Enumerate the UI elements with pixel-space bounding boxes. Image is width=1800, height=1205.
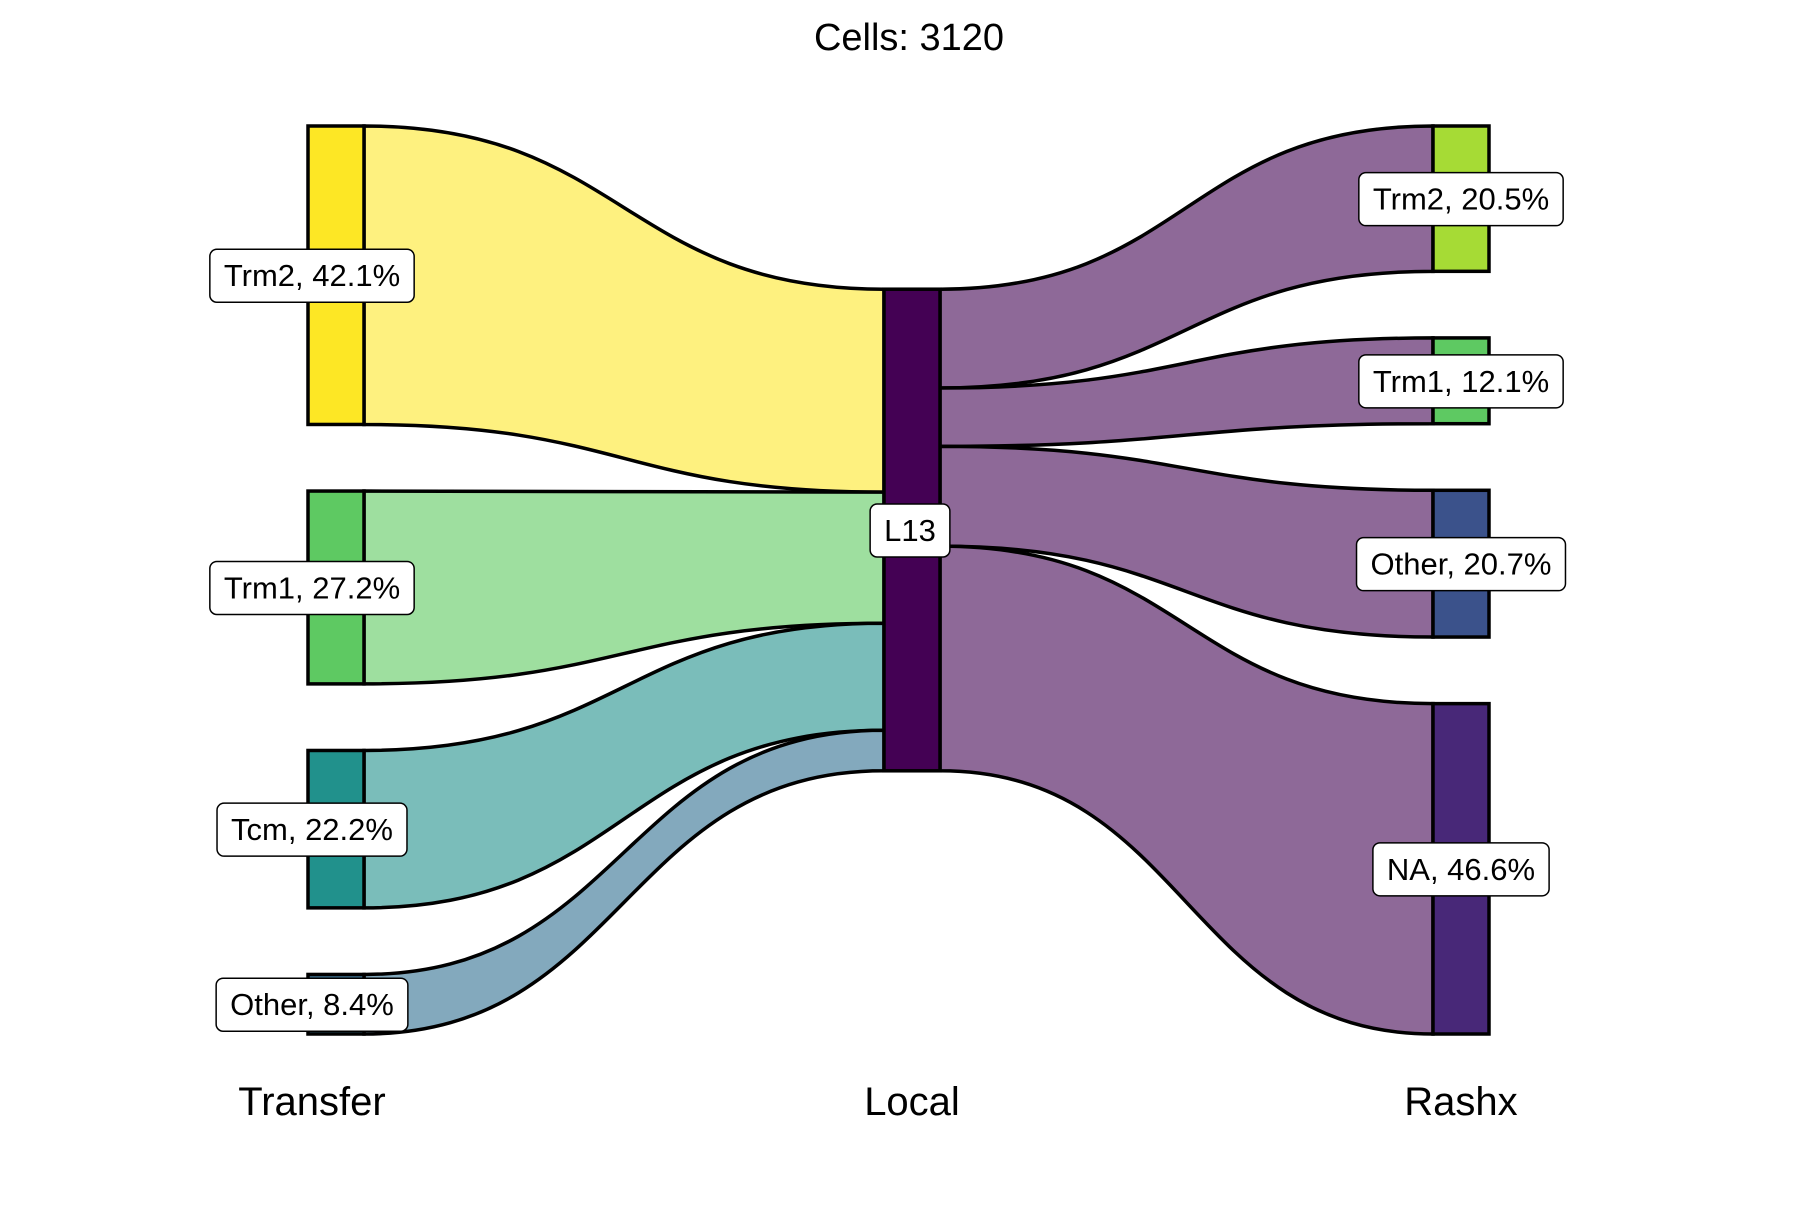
node-label-rashx-other: Other, 20.7% [1355, 536, 1567, 592]
node-label-box [869, 503, 951, 558]
node-label-box [1355, 536, 1567, 592]
node-label-text: Trm2, 42.1% [224, 258, 400, 293]
node-label-rashx-trm2: Trm2, 20.5% [1358, 171, 1564, 227]
node-label-text: L13 [884, 513, 936, 548]
node-label-box [1358, 354, 1564, 409]
node-label-rashx-trm1: Trm1, 12.1% [1358, 354, 1564, 409]
flows-layer [362, 124, 1435, 1036]
node-label-box [209, 560, 415, 616]
node-label-box [215, 977, 409, 1032]
chart-title: Cells: 3120 [814, 17, 1004, 59]
node-label-transfer-other: Other, 8.4% [215, 977, 409, 1032]
node-label-box [209, 248, 415, 303]
node-label-text: Tcm, 22.2% [231, 812, 393, 847]
node-label-rashx-na: NA, 46.6% [1372, 842, 1550, 897]
node-label-text: Trm1, 27.2% [224, 570, 400, 605]
node-label-transfer-trm2: Trm2, 42.1% [209, 248, 415, 303]
node-label-local-l13: L13 [869, 503, 951, 558]
node-label-box [1358, 171, 1564, 227]
axis-label-rashx: Rashx [1404, 1080, 1517, 1124]
flow-t-trm2-to-l-l13 [362, 124, 886, 494]
node-label-text: Other, 20.7% [1371, 547, 1552, 582]
labels-layer: Trm2, 42.1% Trm1, 27.2% Tcm, 22.2% Other, 8… [209, 171, 1567, 1032]
node-label-text: Trm1, 12.1% [1373, 364, 1549, 399]
node-label-box [1372, 842, 1550, 897]
node-label-transfer-tcm: Tcm, 22.2% [216, 802, 408, 857]
node-label-text: Trm2, 20.5% [1373, 182, 1549, 217]
axis-label-transfer: Transfer [238, 1080, 385, 1124]
axis-label-local: Local [864, 1080, 960, 1124]
node-label-text: NA, 46.6% [1387, 852, 1535, 887]
node-label-text: Other, 8.4% [230, 987, 394, 1022]
axis-labels-layer: Transfer Local Rashx [238, 1080, 1517, 1124]
node-label-box [216, 802, 408, 857]
node-label-transfer-trm1: Trm1, 27.2% [209, 560, 415, 616]
